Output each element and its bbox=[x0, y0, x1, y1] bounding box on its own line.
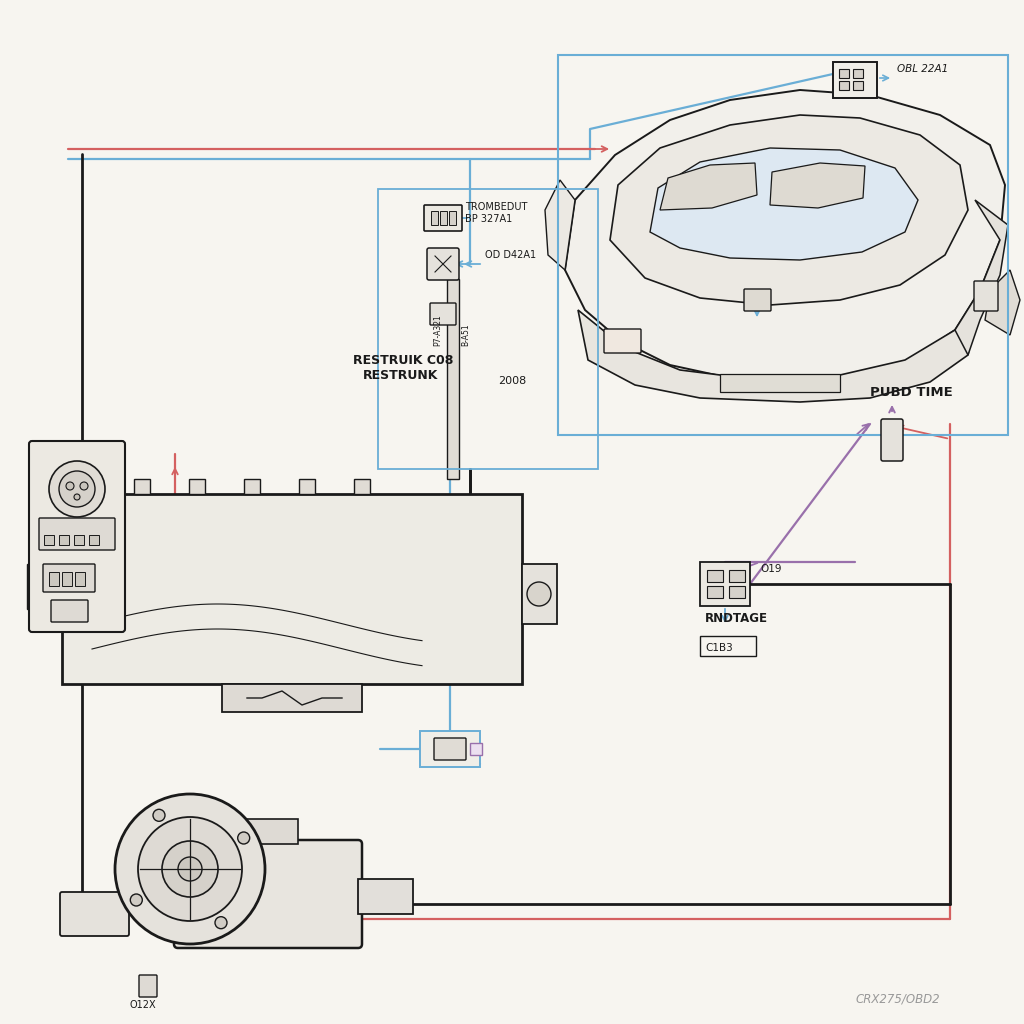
FancyBboxPatch shape bbox=[833, 62, 877, 98]
Text: P7-A321: P7-A321 bbox=[433, 314, 442, 346]
Circle shape bbox=[527, 582, 551, 606]
Bar bbox=[42, 559, 62, 614]
Text: C1B3: C1B3 bbox=[705, 643, 733, 653]
Bar bbox=[853, 81, 863, 90]
Text: OBL 22A1: OBL 22A1 bbox=[897, 63, 948, 74]
Text: TROMBEDUT: TROMBEDUT bbox=[465, 202, 527, 212]
Bar bbox=[89, 535, 99, 545]
Bar bbox=[62, 572, 72, 586]
FancyBboxPatch shape bbox=[881, 419, 903, 461]
Bar bbox=[470, 743, 482, 755]
FancyBboxPatch shape bbox=[430, 303, 456, 325]
FancyBboxPatch shape bbox=[39, 518, 115, 550]
Polygon shape bbox=[565, 90, 1005, 382]
Circle shape bbox=[178, 857, 202, 881]
Bar bbox=[522, 564, 557, 624]
FancyBboxPatch shape bbox=[974, 281, 998, 311]
Bar bbox=[853, 69, 863, 78]
Circle shape bbox=[49, 461, 105, 517]
Polygon shape bbox=[578, 310, 975, 402]
Bar bbox=[27, 564, 42, 609]
Circle shape bbox=[215, 916, 227, 929]
FancyBboxPatch shape bbox=[174, 840, 362, 948]
Bar bbox=[244, 479, 260, 494]
Text: CRX275/OBD2: CRX275/OBD2 bbox=[855, 992, 940, 1005]
Bar bbox=[189, 479, 205, 494]
Bar bbox=[707, 570, 723, 582]
Bar bbox=[238, 819, 298, 844]
Text: RNDTAGE: RNDTAGE bbox=[705, 612, 768, 625]
Circle shape bbox=[80, 482, 88, 490]
FancyBboxPatch shape bbox=[427, 248, 459, 280]
Circle shape bbox=[59, 471, 95, 507]
FancyBboxPatch shape bbox=[700, 562, 750, 606]
Bar bbox=[222, 684, 362, 712]
Bar bbox=[74, 535, 84, 545]
Bar bbox=[729, 586, 745, 598]
Circle shape bbox=[138, 817, 242, 921]
Polygon shape bbox=[955, 200, 1008, 355]
Text: O12X: O12X bbox=[130, 1000, 157, 1010]
Bar bbox=[440, 211, 447, 225]
Text: RESTRUNK: RESTRUNK bbox=[362, 369, 438, 382]
Bar bbox=[707, 586, 723, 598]
Circle shape bbox=[238, 831, 250, 844]
FancyBboxPatch shape bbox=[29, 441, 125, 632]
Circle shape bbox=[130, 894, 142, 906]
Polygon shape bbox=[770, 163, 865, 208]
Circle shape bbox=[153, 809, 165, 821]
Polygon shape bbox=[545, 180, 575, 270]
Circle shape bbox=[74, 494, 80, 500]
FancyBboxPatch shape bbox=[434, 738, 466, 760]
Polygon shape bbox=[650, 148, 918, 260]
Bar bbox=[62, 494, 522, 684]
Circle shape bbox=[115, 794, 265, 944]
Bar bbox=[558, 55, 1008, 435]
Bar bbox=[431, 211, 438, 225]
Bar bbox=[49, 572, 59, 586]
Bar bbox=[59, 535, 69, 545]
FancyBboxPatch shape bbox=[604, 329, 641, 353]
Bar bbox=[75, 572, 85, 586]
Bar bbox=[729, 570, 745, 582]
Polygon shape bbox=[985, 270, 1020, 335]
Text: BP 327A1: BP 327A1 bbox=[465, 214, 512, 224]
Text: 2008: 2008 bbox=[498, 376, 526, 386]
FancyBboxPatch shape bbox=[744, 289, 771, 311]
Polygon shape bbox=[610, 115, 968, 305]
Text: B-A51: B-A51 bbox=[461, 324, 470, 346]
FancyBboxPatch shape bbox=[424, 205, 462, 231]
Text: PUBD TIME: PUBD TIME bbox=[870, 386, 952, 399]
Bar bbox=[358, 879, 413, 914]
FancyBboxPatch shape bbox=[51, 600, 88, 622]
Circle shape bbox=[162, 841, 218, 897]
Bar bbox=[44, 535, 54, 545]
Bar bbox=[449, 211, 456, 225]
FancyBboxPatch shape bbox=[139, 975, 157, 997]
Bar bbox=[354, 479, 370, 494]
Bar bbox=[299, 479, 315, 494]
Text: OD D42A1: OD D42A1 bbox=[485, 250, 537, 260]
Text: O19: O19 bbox=[760, 564, 781, 574]
FancyBboxPatch shape bbox=[60, 892, 129, 936]
Bar bbox=[720, 374, 840, 392]
FancyBboxPatch shape bbox=[43, 564, 95, 592]
Circle shape bbox=[66, 482, 74, 490]
Polygon shape bbox=[660, 163, 757, 210]
Bar bbox=[378, 189, 598, 469]
Bar bbox=[700, 636, 756, 656]
Bar bbox=[134, 479, 150, 494]
Text: RESTRUIK C08: RESTRUIK C08 bbox=[353, 354, 454, 367]
FancyBboxPatch shape bbox=[420, 731, 480, 767]
Bar bbox=[447, 279, 459, 479]
Bar bbox=[839, 81, 849, 90]
Bar bbox=[839, 69, 849, 78]
